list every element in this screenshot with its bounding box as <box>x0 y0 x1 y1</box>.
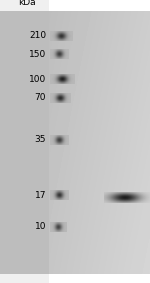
Text: 17: 17 <box>34 190 46 200</box>
Text: 35: 35 <box>34 135 46 144</box>
Text: kDa: kDa <box>18 0 36 7</box>
Text: 70: 70 <box>34 93 46 102</box>
Text: 210: 210 <box>29 31 46 40</box>
Text: 10: 10 <box>34 222 46 231</box>
Bar <box>0 0 49 283</box>
Text: 150: 150 <box>29 50 46 59</box>
Text: 100: 100 <box>29 75 46 84</box>
